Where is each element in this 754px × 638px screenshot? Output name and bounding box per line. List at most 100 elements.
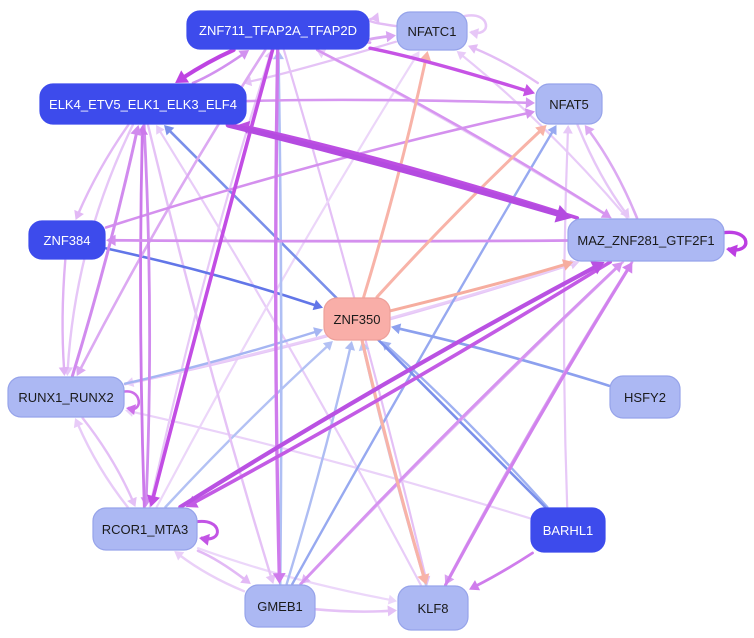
self-loop-nfatc1[interactable] (463, 14, 488, 39)
arrowhead (199, 533, 210, 546)
node-shape (396, 11, 468, 51)
edge-gmeb1-znf350[interactable] (285, 341, 355, 586)
arrowhead (130, 125, 142, 136)
edge-rcor1-gmeb1[interactable] (196, 549, 251, 584)
arrowhead (147, 494, 160, 507)
edge-klf8-maz[interactable] (444, 262, 633, 587)
arrowhead (312, 299, 323, 311)
node-shape (186, 10, 370, 50)
edge-elk4-gmeb1[interactable] (146, 123, 276, 584)
node-shape (567, 218, 725, 262)
node-klf8[interactable]: KLF8 (397, 585, 469, 631)
node-shape (244, 584, 316, 628)
arrowhead (561, 259, 574, 271)
node-runx1[interactable]: RUNX1_RUNX2 (7, 376, 125, 418)
node-shape (92, 507, 198, 551)
arrowhead (265, 574, 276, 584)
arrowhead (562, 125, 573, 134)
node-gmeb1[interactable]: GMEB1 (244, 584, 316, 628)
node-shape (530, 507, 606, 553)
edge-znf350-maz[interactable] (389, 259, 574, 313)
edge-gmeb1-maz[interactable] (299, 262, 623, 586)
arrowhead (584, 125, 595, 136)
edge-elk4-znf711[interactable] (191, 50, 250, 85)
arrowhead (385, 31, 396, 43)
self-loop-maz[interactable] (720, 230, 748, 258)
node-barhl1[interactable]: BARHL1 (530, 507, 606, 553)
node-shape (535, 83, 603, 125)
edge-elk4-maz[interactable] (225, 122, 572, 223)
self-loop-runx1[interactable] (120, 390, 140, 415)
arrowhead (620, 207, 630, 218)
node-shape (28, 220, 106, 260)
edge-znf711-gmeb1[interactable] (272, 48, 286, 584)
edge-maz-rcor1[interactable] (185, 260, 612, 508)
node-znf350[interactable]: ZNF350 (323, 297, 391, 341)
arrowhead (417, 573, 430, 585)
arrowhead (387, 594, 397, 605)
node-layer: ZNF711_TFAP2A_TFAP2D NFATC1 ELK4_ETV5_ELK1… (7, 10, 725, 631)
edge-znf350-klf8[interactable] (360, 339, 430, 585)
arrowhead (174, 551, 185, 561)
edge-gmeb1-nfat5[interactable] (291, 125, 557, 586)
edge-znf711-maz[interactable] (315, 48, 612, 218)
self-loop-rcor1[interactable] (193, 519, 219, 546)
arrowhead (175, 70, 190, 83)
node-elk4[interactable]: ELK4_ETV5_ELK1_ELK3_ELF4 (39, 83, 247, 125)
edge-znf384-nfat5[interactable] (104, 108, 535, 229)
arrowhead (313, 327, 323, 338)
node-znf711[interactable]: ZNF711_TFAP2A_TFAP2D (186, 10, 370, 50)
node-nfatc1[interactable]: NFATC1 (396, 11, 468, 51)
arrowhead (590, 261, 605, 275)
node-hsfy2[interactable]: HSFY2 (609, 375, 681, 419)
node-shape (7, 376, 125, 418)
edge-rcor1-maz[interactable] (178, 261, 605, 510)
node-shape (397, 585, 469, 631)
edge-barhl1-znf350[interactable] (381, 341, 549, 509)
arrowhead (391, 323, 402, 335)
arrowhead (522, 84, 535, 97)
edge-znf384-runx1[interactable] (58, 258, 70, 376)
edge-runx1-elk4[interactable] (70, 125, 142, 378)
edge-nfat5-nfatc1[interactable] (468, 44, 539, 85)
arrowhead (469, 580, 481, 591)
arrowhead (74, 209, 84, 220)
edge-znf711-nfat5[interactable] (368, 46, 535, 97)
edge-runx1-znf350[interactable] (123, 327, 323, 385)
edge-elk4-nfat5[interactable] (245, 97, 535, 109)
edge-rcor1-znf350[interactable] (164, 341, 333, 509)
edge-rcor1-runx1[interactable] (73, 418, 129, 509)
edge-maz-nfatc1[interactable] (456, 51, 629, 220)
node-rcor1[interactable]: RCOR1_MTA3 (92, 507, 198, 551)
node-nfat5[interactable]: NFAT5 (535, 83, 603, 125)
edge-klf8-elk4[interactable] (156, 125, 422, 587)
edge-hsfy2-znf350[interactable] (391, 323, 611, 387)
arrowhead (726, 244, 738, 258)
edge-barhl1-klf8[interactable] (469, 551, 534, 591)
edge-znf711-rcor1[interactable] (147, 48, 275, 507)
edge-runx1-rcor1[interactable] (81, 416, 137, 507)
arrowhead (126, 404, 136, 415)
arrowhead (370, 12, 380, 23)
edge-gmeb1-klf8[interactable] (314, 605, 397, 617)
arrowhead (600, 208, 612, 218)
arrowhead (164, 125, 175, 136)
edge-znf711-nfatc1[interactable] (364, 31, 396, 44)
node-shape (39, 83, 247, 125)
arrowhead (76, 365, 86, 376)
node-znf384[interactable]: ZNF384 (28, 220, 106, 260)
edge-nfat5-maz[interactable] (576, 123, 630, 218)
edge-rcor1-klf8[interactable] (196, 547, 397, 605)
node-maz[interactable]: MAZ_ZNF281_GTF2F1 (567, 218, 725, 262)
edge-znf350-nfat5[interactable] (375, 125, 547, 299)
edge-elk4-znf384[interactable] (74, 123, 130, 220)
arrowhead (127, 496, 137, 507)
arrowhead (468, 44, 479, 54)
edge-maz-nfat5[interactable] (584, 125, 639, 220)
arrowhead (622, 262, 633, 274)
node-shape (323, 297, 391, 341)
arrowhead (156, 125, 165, 135)
edge-gmeb1-rcor1[interactable] (174, 551, 246, 593)
edge-nfatc1-znf711[interactable] (368, 12, 398, 28)
edge-znf711-elk4[interactable] (175, 48, 236, 83)
